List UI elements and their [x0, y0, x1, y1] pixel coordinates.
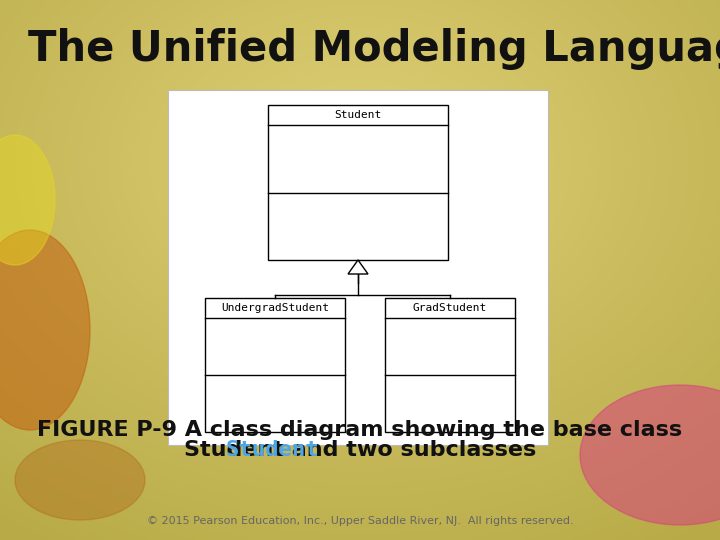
- Text: UndergradStudent: UndergradStudent: [221, 303, 329, 313]
- Text: Student: Student: [334, 110, 382, 120]
- Ellipse shape: [580, 385, 720, 525]
- Text: Student and two subclasses: Student and two subclasses: [184, 440, 536, 460]
- Bar: [268, 105, 448, 260]
- Text: GradStudent: GradStudent: [413, 303, 487, 313]
- Ellipse shape: [15, 440, 145, 520]
- Polygon shape: [348, 260, 368, 274]
- Bar: [205, 298, 345, 432]
- Text: The Unified Modeling Language: The Unified Modeling Language: [28, 28, 720, 70]
- Text: Student: Student: [226, 440, 320, 460]
- Ellipse shape: [0, 230, 90, 430]
- Bar: [168, 90, 548, 445]
- Bar: [385, 298, 515, 432]
- Text: © 2015 Pearson Education, Inc., Upper Saddle River, NJ.  All rights reserved.: © 2015 Pearson Education, Inc., Upper Sa…: [147, 516, 573, 526]
- Text: FIGURE P-9 A class diagram showing the base class: FIGURE P-9 A class diagram showing the b…: [37, 420, 683, 440]
- Ellipse shape: [0, 135, 55, 265]
